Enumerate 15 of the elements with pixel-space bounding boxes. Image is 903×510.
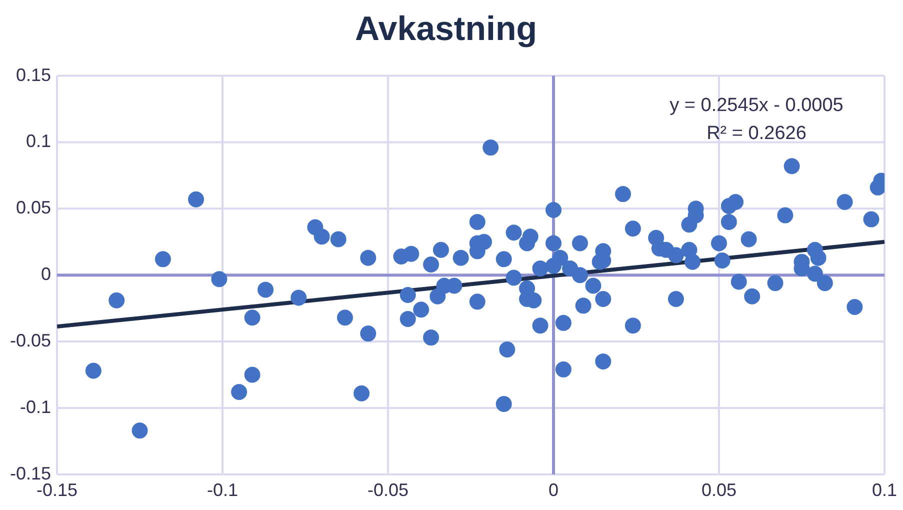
y-tick-label: 0.1 [26, 131, 52, 152]
x-tick-label: -0.1 [207, 480, 238, 500]
x-tick-label: 0.1 [872, 480, 898, 500]
annotation: R² = 0.2626 [706, 123, 806, 144]
y-tick-label: 0.15 [16, 64, 52, 85]
x-tick-label: -0.05 [367, 480, 409, 500]
x-tick-label: 0.05 [701, 480, 737, 500]
x-tick-label: 0 [548, 480, 559, 500]
y-tick-label: -0.05 [10, 330, 52, 350]
chart-title: Avkastning [354, 10, 538, 48]
y-tick-label: 0.05 [16, 198, 52, 218]
y-tick-label: -0.1 [20, 396, 52, 417]
y-tick-label: 0 [41, 264, 52, 284]
y-tick-label: -0.15 [10, 463, 52, 484]
annotation: y = 0.2545x - 0.0005 [670, 95, 844, 116]
